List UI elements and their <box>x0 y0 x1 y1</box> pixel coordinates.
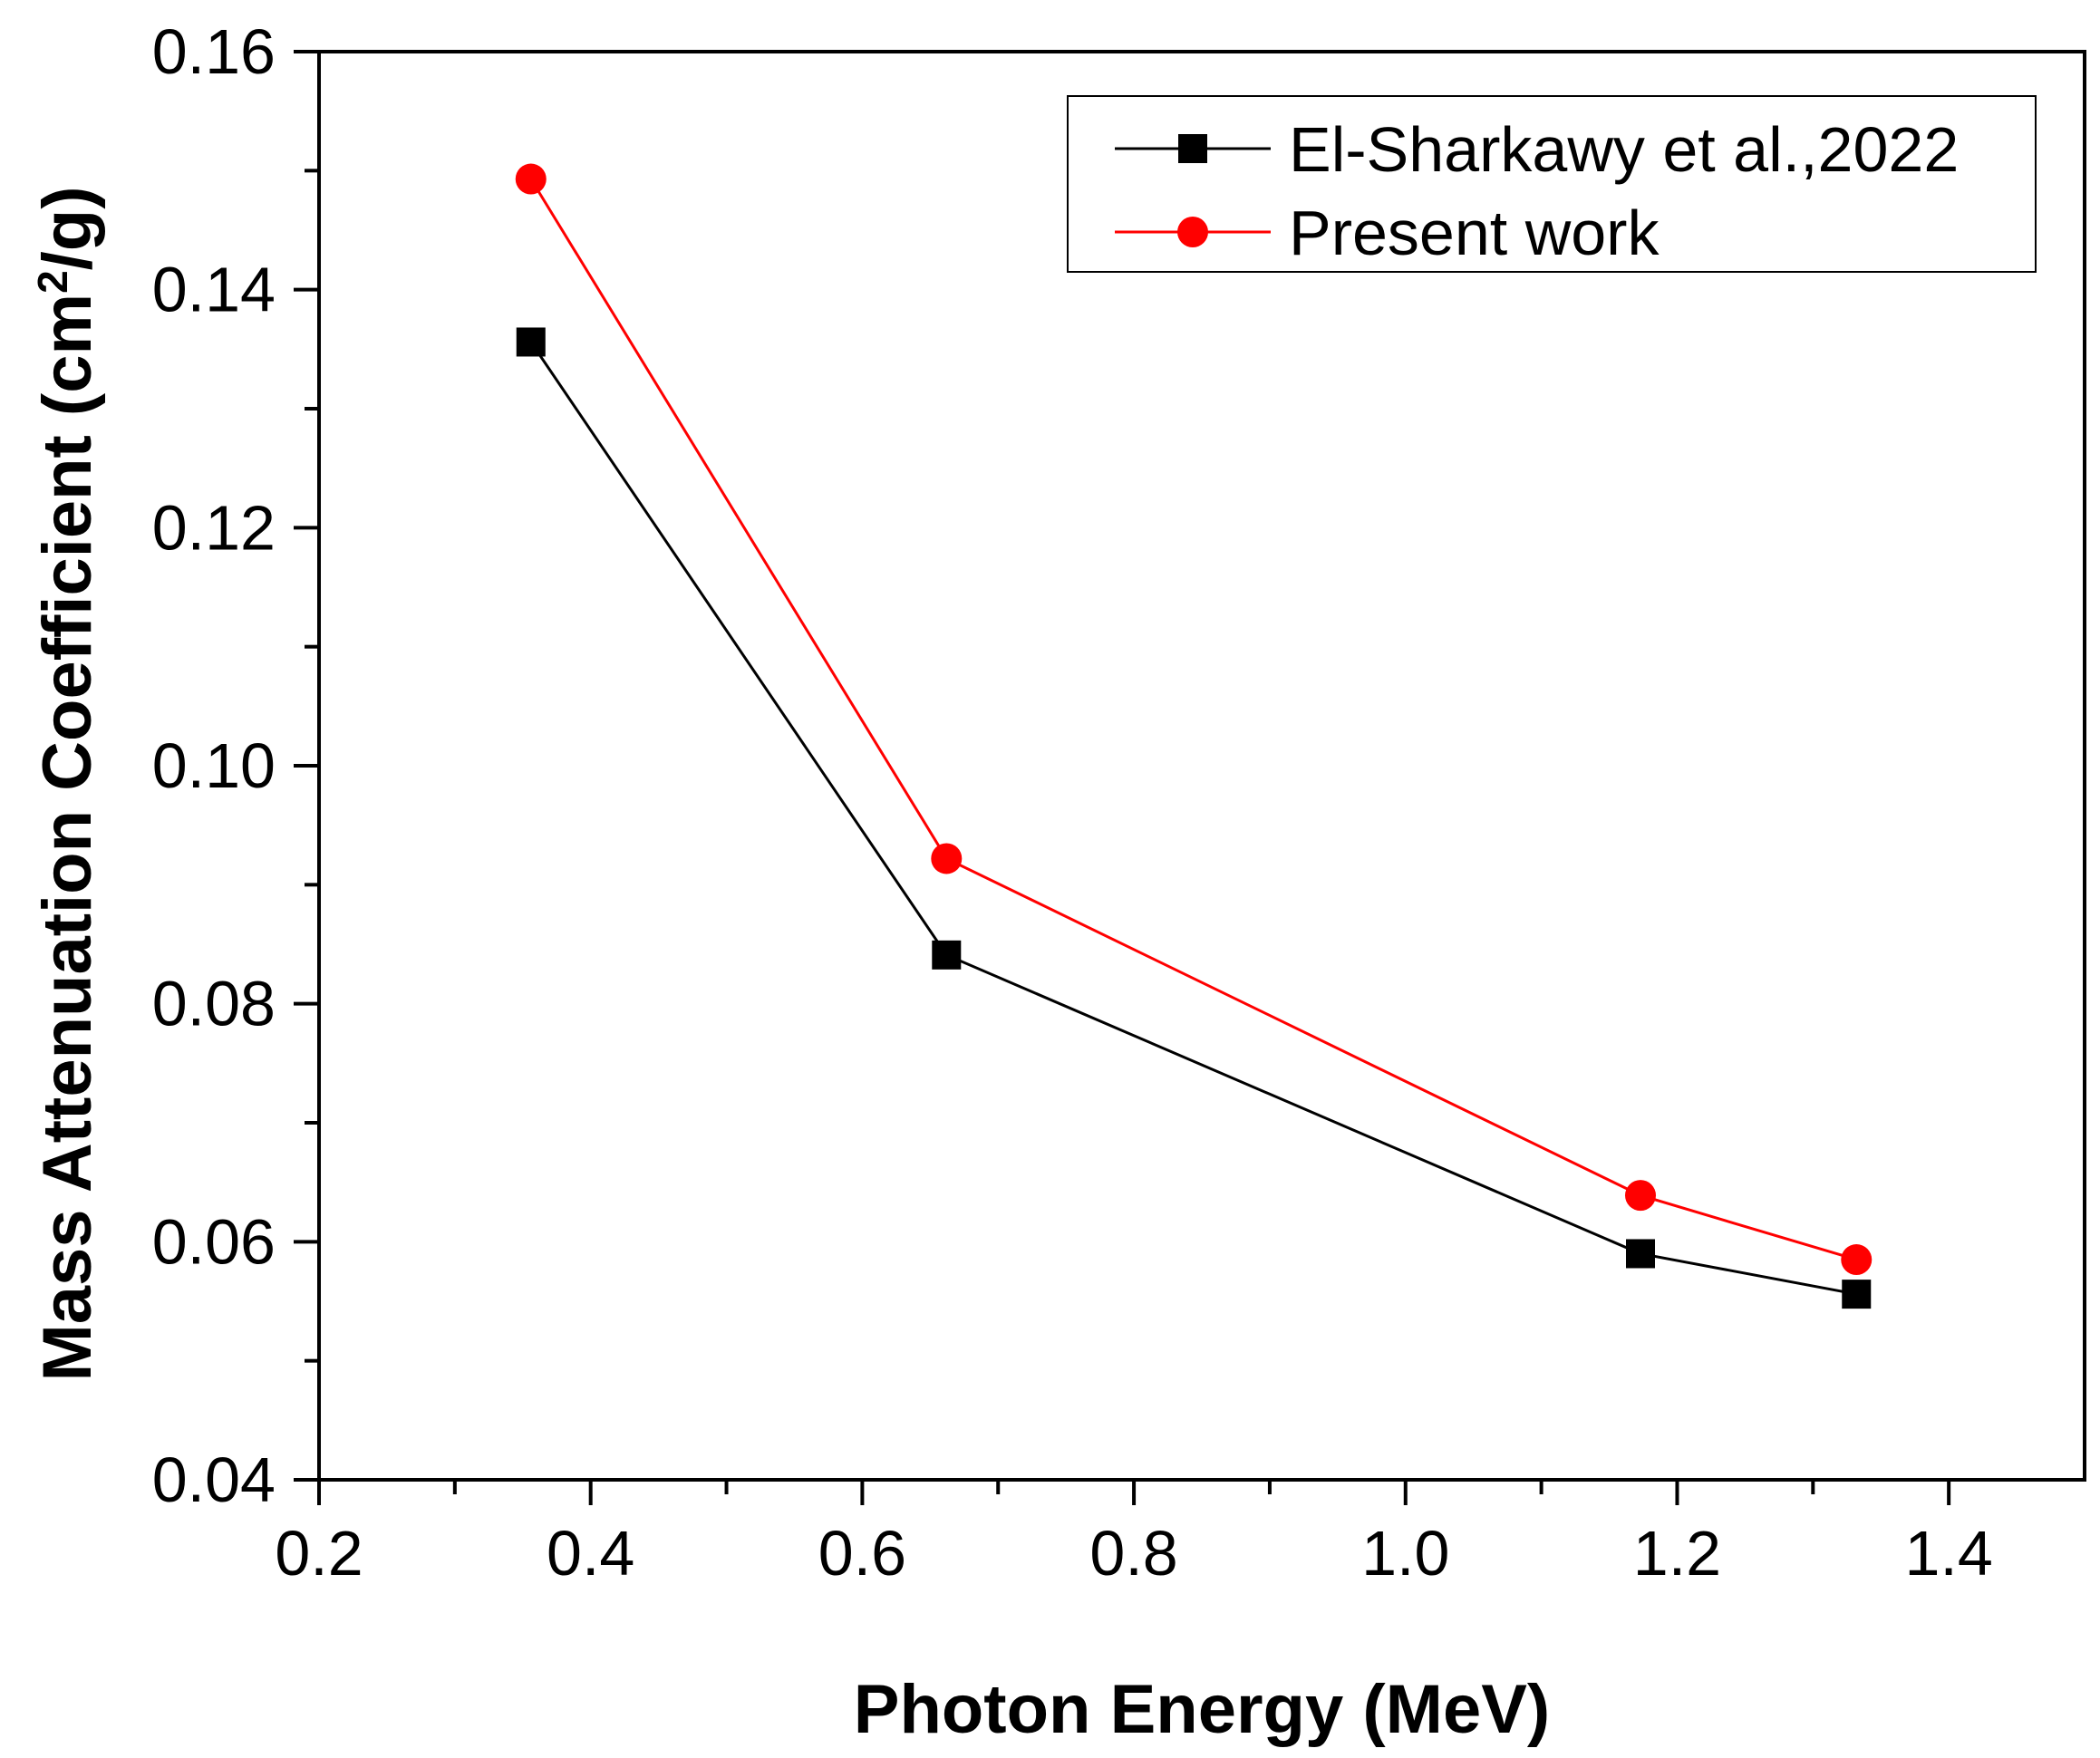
x-tick-label: 1.4 <box>1904 1518 1992 1589</box>
series-2 <box>515 163 1873 1276</box>
y-tick-label: 0.06 <box>152 1206 276 1277</box>
legend-label: Present work <box>1289 198 1660 268</box>
tick-labels-layer: 0.2 0.4 0.6 0.8 1.0 1.2 1.4 0.04 0.06 0.08 0.10 0.1… <box>152 16 1993 1589</box>
y-tick-label: 0.04 <box>152 1444 276 1515</box>
data-point-circle <box>931 843 963 874</box>
y-tick-label: 0.10 <box>152 730 276 801</box>
ticks-layer <box>294 50 1951 1505</box>
data-point-circle <box>1841 1244 1873 1276</box>
data-point-circle <box>515 163 547 195</box>
x-tick-label: 1.2 <box>1633 1518 1721 1589</box>
x-tick-label: 0.6 <box>818 1518 906 1589</box>
y-axis-title-superscript: 2 <box>29 270 76 294</box>
x-tick-label: 0.8 <box>1089 1518 1177 1589</box>
y-axis-title-prefix: Mass Attenuation Coefficient (cm <box>29 294 106 1382</box>
data-point-circle <box>1625 1180 1657 1212</box>
y-axis-title-suffix: /g) <box>29 186 106 270</box>
legend-label: El-Sharkawy et al.,2022 <box>1289 114 1959 185</box>
data-point-square <box>1842 1280 1872 1309</box>
legend-marker-square <box>1178 134 1207 163</box>
x-tick-label: 0.2 <box>275 1518 363 1589</box>
x-tick-label: 0.4 <box>547 1518 634 1589</box>
data-point-square <box>516 327 546 357</box>
legend-item-1: El-Sharkawy et al.,2022 <box>1115 114 1959 185</box>
series-layer <box>515 163 1873 1309</box>
y-tick-label: 0.16 <box>152 16 276 87</box>
data-point-square <box>932 940 962 970</box>
legend-items: El-Sharkawy et al.,2022 Present work <box>1115 114 1959 268</box>
legend-marker-circle <box>1177 217 1208 247</box>
series-line <box>529 341 1857 1296</box>
x-tick-label: 1.0 <box>1361 1518 1449 1589</box>
data-point-square <box>1626 1239 1656 1269</box>
legend-box <box>1067 95 2037 273</box>
x-axis-title: Photon Energy (MeV) <box>854 1671 1550 1748</box>
legend-item-2: Present work <box>1115 198 1660 268</box>
series-1 <box>516 327 1872 1309</box>
y-tick-label: 0.14 <box>152 255 276 325</box>
legend: El-Sharkawy et al.,2022 Present work <box>1067 95 2037 273</box>
y-axis-title: Mass Attenuation Coefficient (cm2/g) <box>29 186 106 1381</box>
series-line <box>529 178 1857 1261</box>
y-tick-label: 0.08 <box>152 969 276 1039</box>
y-tick-label: 0.12 <box>152 492 276 563</box>
